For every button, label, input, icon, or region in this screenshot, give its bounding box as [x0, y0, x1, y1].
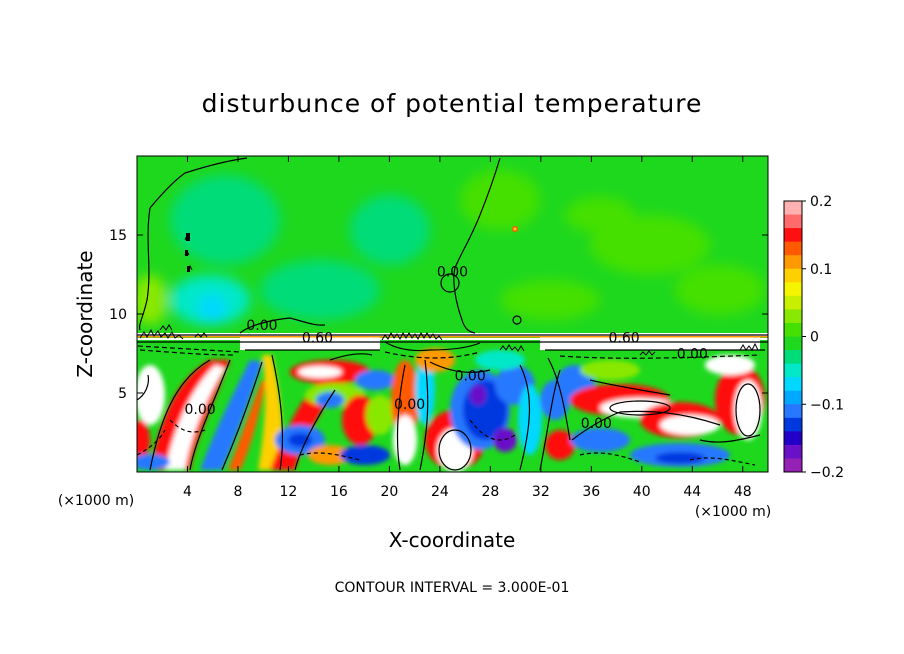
colorbar-swatch	[784, 390, 802, 405]
colorbar-swatch	[784, 282, 802, 297]
colorbar-swatch	[784, 377, 802, 392]
contour-label: 0.00	[581, 416, 612, 432]
colorbar-swatch	[784, 350, 802, 365]
x-tick-label: 16	[330, 484, 348, 500]
contour-label: 0.60	[609, 331, 640, 347]
x-tick-label: 24	[431, 484, 449, 500]
contour-label: 0.00	[394, 397, 425, 413]
x-tick-label: 36	[582, 484, 600, 500]
lower-field-structures	[137, 348, 765, 472]
x-tick-label: 32	[532, 484, 550, 500]
contour-label: 0.00	[455, 369, 486, 385]
x-tick-label: 44	[683, 484, 701, 500]
x-tick-label: 20	[380, 484, 398, 500]
chart-title: disturbunce of potential temperature	[202, 89, 703, 118]
colorbar-swatch	[784, 214, 802, 229]
colorbar-swatch	[784, 363, 802, 378]
upper-field-variations	[137, 170, 765, 325]
contour-label: 0.00	[677, 347, 708, 363]
colorbar-tick-label: 0	[810, 330, 819, 346]
colorbar-swatch	[784, 201, 802, 216]
x-axis: 4 8 12 16 20 24 28 32 36 40 44 48	[183, 156, 752, 500]
y-tick-label: 10	[109, 307, 127, 323]
contour-lines	[137, 157, 768, 471]
x-axis-label: X-coordinate	[389, 528, 516, 552]
y-axis-label: Z-coordinate	[73, 250, 97, 377]
contour-label: 0.00	[437, 264, 468, 280]
colorbar-swatch	[784, 268, 802, 283]
colorbar-swatch	[784, 228, 802, 243]
x-tick-label: 4	[183, 484, 192, 500]
contour-label: 0.60	[302, 331, 333, 347]
x-unit-right: (×1000 m)	[695, 504, 771, 520]
x-unit-left: (×1000 m)	[58, 493, 134, 509]
colorbar-swatch	[784, 458, 802, 473]
contour-interval-note: CONTOUR INTERVAL = 3.000E-01	[335, 580, 570, 596]
colorbar-tick-label: 0.1	[810, 262, 832, 278]
colorbar-swatch	[784, 309, 802, 324]
colorbar-swatch	[784, 417, 802, 432]
contour-labels: 0.00 0.00 0.60 0.00 0.00 0.00 0.00 0.60 0.00	[185, 264, 708, 432]
contour-label: 0.00	[185, 402, 216, 418]
colorbar-tick-label: 0.2	[810, 194, 832, 210]
y-tick-label: 5	[118, 386, 127, 402]
x-tick-label: 48	[734, 484, 752, 500]
x-tick-label: 12	[280, 484, 298, 500]
contour-label: 0.00	[246, 318, 277, 334]
colorbar-swatch	[784, 322, 802, 337]
colorbar-swatch	[784, 241, 802, 256]
colorbar-swatch	[784, 255, 802, 270]
y-tick-label: 15	[109, 228, 127, 244]
colorbar-swatch	[784, 431, 802, 446]
colorbar-swatch	[784, 444, 802, 459]
x-tick-label: 8	[233, 484, 242, 500]
colorbar-tick-label: −0.2	[810, 465, 844, 481]
colorbar-swatch	[784, 336, 802, 351]
colorbar: 0.2 0.1 0 −0.1 −0.2	[783, 194, 844, 481]
x-tick-label: 28	[481, 484, 499, 500]
colorbar-tick-label: −0.1	[810, 397, 844, 413]
plot-area	[137, 156, 768, 472]
x-tick-label: 40	[633, 484, 651, 500]
colorbar-swatch	[784, 404, 802, 419]
colorbar-swatch	[784, 295, 802, 310]
y-axis: 5 10 15	[109, 228, 768, 402]
